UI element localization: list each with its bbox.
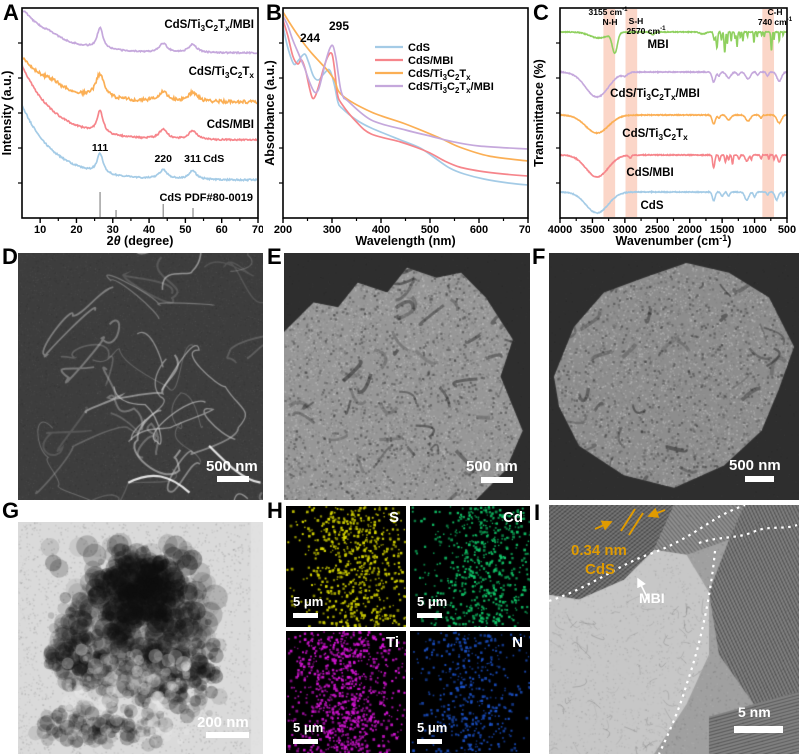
svg-text:CdS/Ti3C2Tx/MBI: CdS/Ti3C2Tx/MBI xyxy=(610,88,700,102)
panel-label-b: B xyxy=(266,0,282,25)
eds-map-ti xyxy=(286,631,406,753)
svg-text:700: 700 xyxy=(519,224,530,236)
panel-label-i: I xyxy=(534,500,541,525)
mbi-interface-label: MBI xyxy=(639,590,665,606)
svg-text:MBI: MBI xyxy=(647,39,668,51)
scale-bar-e xyxy=(481,477,513,483)
svg-text:4000: 4000 xyxy=(548,224,572,236)
scale-bar-i xyxy=(734,726,783,733)
scale-bar-map-cd xyxy=(417,613,442,618)
panel-label-d: D xyxy=(2,244,18,269)
ftir-chart: MBI CdS/Ti3C2Tx/MBI CdS/Ti3C2Tx CdS/MBI CdS 3… xyxy=(532,6,796,248)
scale-bar-label-map-cd: 5 μm xyxy=(417,594,448,609)
eds-element-label-n: N xyxy=(512,634,523,651)
svg-text:C-H: C-H xyxy=(767,7,782,17)
svg-text:2570 cm-1: 2570 cm-1 xyxy=(627,25,667,36)
svg-text:500: 500 xyxy=(421,224,439,236)
svg-text:CdS/Ti3C2Tx: CdS/Ti3C2Tx xyxy=(189,66,255,80)
scale-bar-label-map-n: 5 μm xyxy=(417,720,448,735)
svg-text:Wavelength (nm): Wavelength (nm) xyxy=(355,234,455,248)
eds-element-label-cd: Cd xyxy=(503,509,523,526)
svg-text:740 cm-1: 740 cm-1 xyxy=(758,16,793,27)
scale-bar-map-n xyxy=(417,739,442,744)
svg-text:S-H: S-H xyxy=(629,16,644,26)
svg-text:Intensity (a.u.): Intensity (a.u.) xyxy=(0,71,14,156)
svg-text:600: 600 xyxy=(470,224,488,236)
svg-text:200: 200 xyxy=(274,224,292,236)
xrd-chart: CdS/Ti3C2Tx/MBI CdS/Ti3C2Tx CdS/MBI 111 220 3… xyxy=(0,7,263,248)
svg-text:60: 60 xyxy=(216,224,228,236)
tem-image xyxy=(18,522,263,754)
svg-text:244: 244 xyxy=(300,31,320,45)
panel-label-g: G xyxy=(2,498,20,523)
sem-image-mxene xyxy=(18,253,263,500)
eds-element-label-ti: Ti xyxy=(385,634,399,651)
svg-text:10: 10 xyxy=(34,224,46,236)
scale-bar-label-i: 5 nm xyxy=(738,704,771,720)
svg-text:500: 500 xyxy=(778,224,796,236)
svg-text:N-H: N-H xyxy=(602,17,617,27)
svg-text:20: 20 xyxy=(70,224,82,236)
eds-map-cd xyxy=(410,506,530,627)
svg-text:CdS/Ti3C2Tx: CdS/Ti3C2Tx xyxy=(622,128,688,142)
scale-bar-label-map-s: 5 μm xyxy=(293,594,324,609)
svg-text:CdS: CdS xyxy=(408,42,430,54)
svg-text:311: 311 xyxy=(184,153,201,165)
svg-text:3500: 3500 xyxy=(580,224,604,236)
scale-bar-label-map-ti: 5 μm xyxy=(293,720,324,735)
svg-text:3155 cm-1: 3155 cm-1 xyxy=(589,6,629,17)
svg-text:CdS/Ti3C2Tx/MBI: CdS/Ti3C2Tx/MBI xyxy=(164,19,254,33)
svg-text:3000: 3000 xyxy=(613,224,637,236)
scale-bar-label-e: 500 nm xyxy=(466,458,518,475)
lattice-spacing-label: 0.34 nm xyxy=(571,542,627,559)
eds-map-s xyxy=(286,506,406,627)
svg-text:2500: 2500 xyxy=(645,224,669,236)
svg-text:295: 295 xyxy=(329,19,349,33)
svg-text:CdS: CdS xyxy=(203,153,224,165)
scale-bar-g xyxy=(206,732,249,738)
svg-text:CdS: CdS xyxy=(641,200,664,212)
svg-text:2000: 2000 xyxy=(677,224,701,236)
svg-text:111: 111 xyxy=(92,142,109,154)
svg-text:400: 400 xyxy=(372,224,390,236)
svg-text:1500: 1500 xyxy=(710,224,734,236)
svg-text:CdS/MBI: CdS/MBI xyxy=(408,55,453,67)
svg-text:220: 220 xyxy=(154,153,172,165)
svg-text:50: 50 xyxy=(179,224,191,236)
svg-text:30: 30 xyxy=(107,224,119,236)
svg-text:2θ (degree): 2θ (degree) xyxy=(107,234,174,248)
svg-text:Wavenumber (cm-1): Wavenumber (cm-1) xyxy=(616,233,732,248)
eds-map-n xyxy=(410,631,530,753)
svg-text:1000: 1000 xyxy=(742,224,766,236)
svg-text:70: 70 xyxy=(252,224,263,236)
panel-label-a: A xyxy=(3,0,19,25)
eds-element-label-s: S xyxy=(388,509,399,526)
scale-bar-f xyxy=(745,476,774,482)
scale-bar-d xyxy=(217,476,249,482)
svg-text:CdS/MBI: CdS/MBI xyxy=(207,119,254,131)
svg-text:CdS/Ti3C2Tx: CdS/Ti3C2Tx xyxy=(408,68,471,82)
scale-bar-label-g: 200 nm xyxy=(197,714,249,731)
svg-text:CdS/MBI: CdS/MBI xyxy=(626,167,673,179)
sem-image-aggregate-2 xyxy=(549,253,799,500)
panel-label-e: E xyxy=(267,244,282,269)
panel-label-c: C xyxy=(533,0,549,25)
panel-label-f: F xyxy=(532,244,546,269)
svg-text:300: 300 xyxy=(323,224,341,236)
scale-bar-map-ti xyxy=(293,739,318,744)
scale-bar-label-d: 500 nm xyxy=(206,458,258,475)
svg-text:40: 40 xyxy=(143,224,155,236)
svg-text:CdS PDF#80-0019: CdS PDF#80-0019 xyxy=(159,192,253,204)
lattice-material-label: CdS xyxy=(585,561,615,578)
scale-bar-map-s xyxy=(293,613,318,618)
svg-text:Absorbance (a.u.): Absorbance (a.u.) xyxy=(263,60,277,166)
svg-text:Transmittance (%): Transmittance (%) xyxy=(532,59,546,167)
svg-text:CdS/Ti3C2Tx/MBI: CdS/Ti3C2Tx/MBI xyxy=(408,81,494,95)
sem-image-aggregate-1 xyxy=(284,253,530,500)
panel-label-h: H xyxy=(267,498,283,523)
scale-bar-label-f: 500 nm xyxy=(729,457,781,474)
